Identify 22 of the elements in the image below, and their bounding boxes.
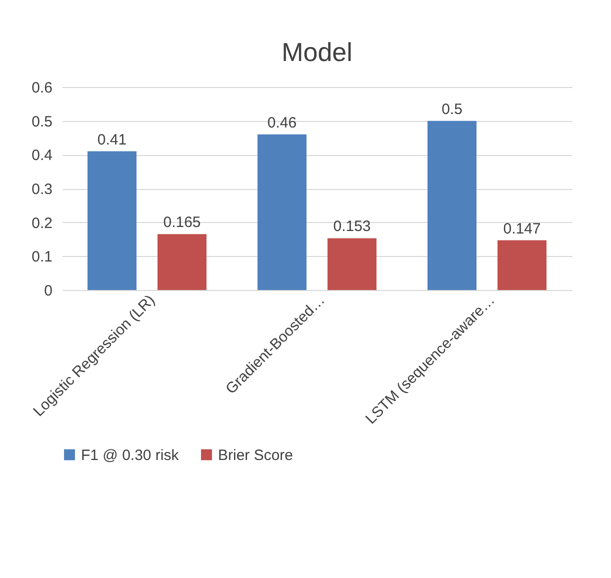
data-label: 0.46 [267, 114, 297, 132]
legend-label: F1 @ 0.30 risk [81, 446, 180, 464]
bar [258, 134, 306, 290]
y-tick-label: 0.5 [32, 113, 52, 130]
data-label: 0.165 [163, 214, 201, 232]
bar [328, 238, 376, 290]
y-tick-label: 0.4 [32, 147, 52, 164]
bar [88, 151, 136, 290]
y-tick-label: 0.1 [32, 248, 52, 266]
data-label: 0.5 [442, 100, 462, 118]
data-label: 0.41 [97, 131, 127, 148]
bar [498, 240, 546, 290]
bar [158, 234, 206, 290]
y-tick-label: 0.3 [32, 181, 52, 198]
data-label: 0.147 [503, 220, 541, 238]
y-tick-label: 0.6 [32, 80, 52, 96]
y-tick-label: 0.2 [32, 214, 52, 232]
y-tick-label: 0 [44, 282, 52, 300]
data-label: 0.153 [333, 218, 371, 236]
bar [428, 120, 476, 290]
chart-title: Model [282, 37, 352, 67]
legend-label: Brier Score [218, 446, 294, 464]
